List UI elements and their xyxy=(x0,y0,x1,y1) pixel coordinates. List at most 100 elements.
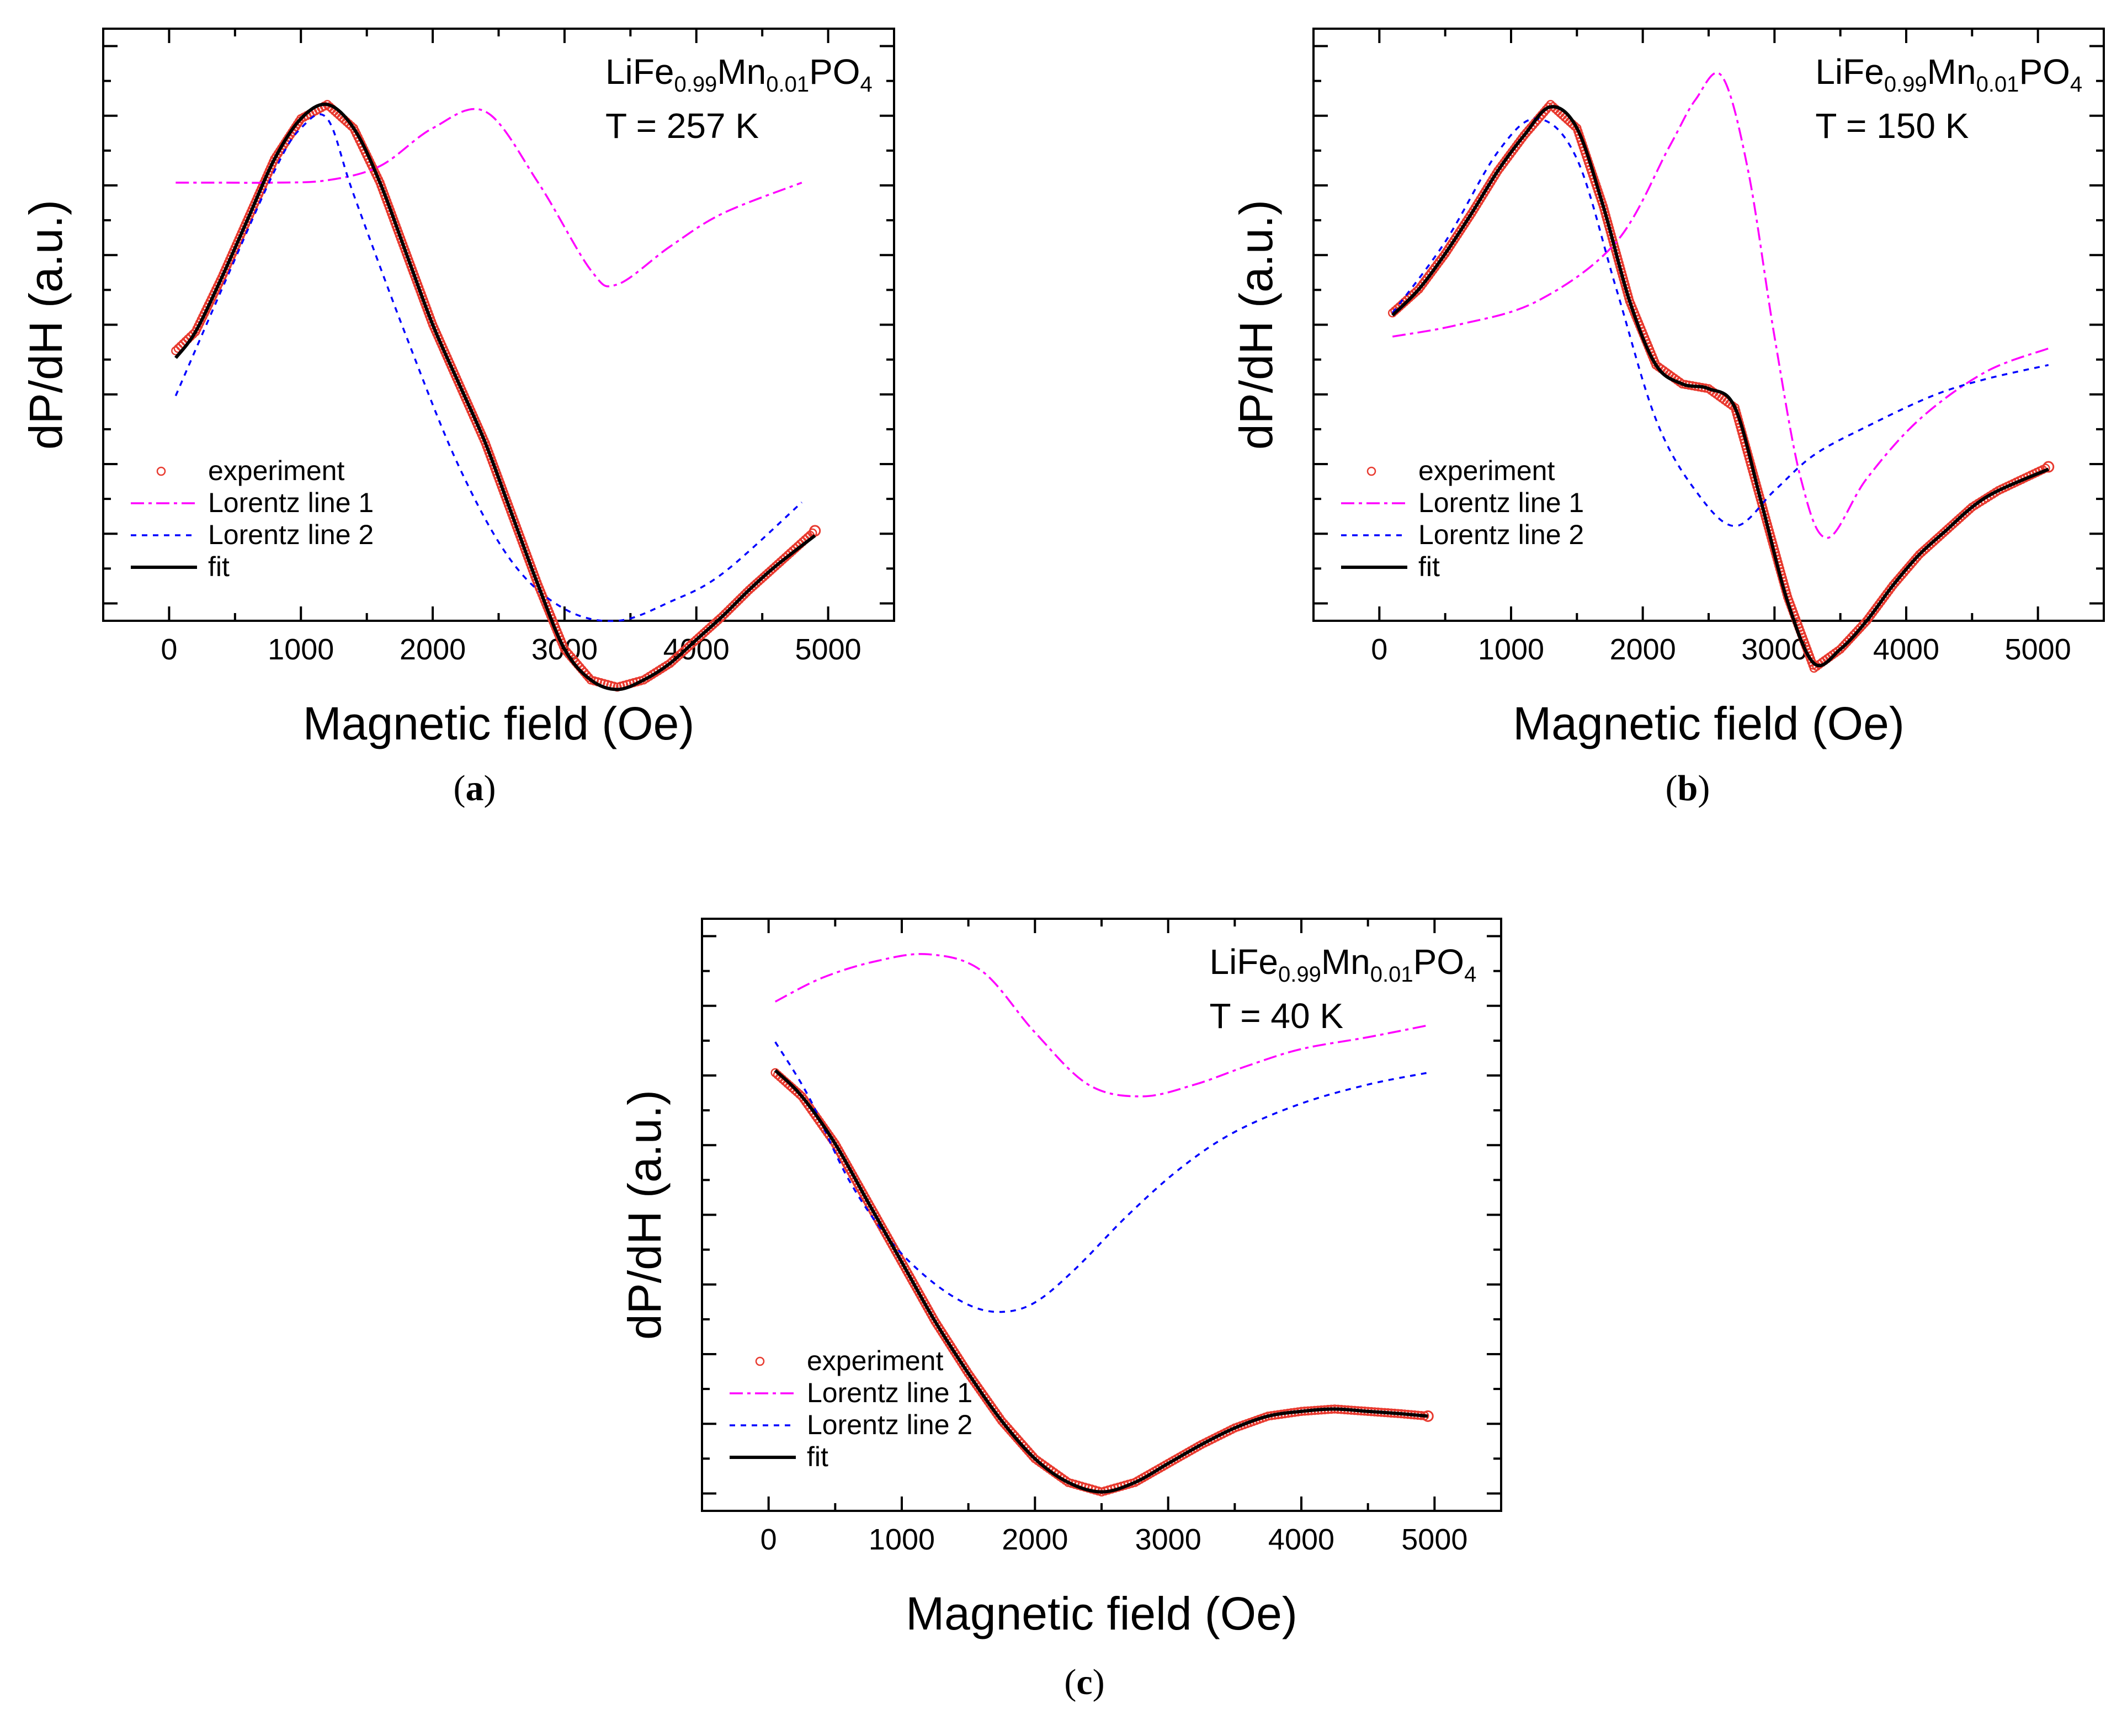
experiment-point xyxy=(770,562,780,571)
formula-part: PO xyxy=(1413,942,1464,982)
experiment-point xyxy=(1903,562,1913,572)
experiment-point xyxy=(1910,555,1920,565)
formula-subscript: 4 xyxy=(860,72,873,97)
series-lorentz-line-2 xyxy=(774,1041,1428,1313)
experiment-point xyxy=(722,606,732,616)
experiment-point xyxy=(1019,1441,1029,1451)
legend-label: Lorentz line 1 xyxy=(807,1377,972,1408)
experiment-point xyxy=(1892,576,1902,585)
caption-paren: ) xyxy=(1093,1662,1105,1702)
experiment-point xyxy=(1003,1424,1013,1433)
y-axis-title: dP/dH (a.u.) xyxy=(20,200,72,450)
experiment-point xyxy=(715,614,725,623)
sample-formula: LiFe0.99Mn0.01PO4 xyxy=(605,52,873,97)
x-tick-label: 0 xyxy=(1371,633,1387,666)
x-tick-label: 1000 xyxy=(1478,633,1544,666)
y-axis-title: dP/dH (a.u.) xyxy=(1230,200,1282,450)
legend-label: experiment xyxy=(1418,455,1555,486)
legend-label: fit xyxy=(208,551,230,582)
series-experiment xyxy=(171,100,821,692)
chart-panel-c: 0 1000 2000 3000 4000 5000 Magnetic field (Oe)… xyxy=(619,918,1502,1639)
legend-marker-experiment xyxy=(755,1356,765,1366)
formula-part: Mn xyxy=(1321,942,1370,982)
x-tick-label: 4000 xyxy=(1873,633,1939,666)
formula-subscript: 0.01 xyxy=(766,72,809,97)
experiment-point xyxy=(560,645,570,654)
x-tick-label: 5000 xyxy=(1401,1523,1467,1556)
experiment-point xyxy=(1897,570,1907,580)
legend-label: fit xyxy=(807,1441,828,1472)
legend-label: Lorentz line 1 xyxy=(1418,487,1584,518)
x-tick-label: 0 xyxy=(760,1523,777,1556)
formula-subscript: 0.99 xyxy=(1884,72,1927,97)
caption-letter: b xyxy=(1678,768,1698,808)
legend-label: fit xyxy=(1418,551,1440,582)
series-lorentz-line-2 xyxy=(1391,118,2049,528)
formula-part: LiFe xyxy=(1209,942,1278,982)
series-lorentz-line-1 xyxy=(774,953,1428,1098)
caption-letter: c xyxy=(1076,1662,1092,1702)
formula-subscript: 0.99 xyxy=(674,72,717,97)
experiment-point xyxy=(1008,1429,1018,1439)
experiment-point xyxy=(778,555,788,565)
experiment-point xyxy=(718,611,727,621)
legend-marker-experiment xyxy=(156,466,166,476)
experiment-point xyxy=(1524,125,1534,135)
series-fit xyxy=(774,1069,1428,1494)
series-fit xyxy=(1391,105,2049,668)
experiment-point xyxy=(775,557,785,567)
legend-label: experiment xyxy=(208,455,344,486)
sample-formula: LiFe0.99Mn0.01PO4 xyxy=(1209,942,1476,987)
x-axis-title: Magnetic field (Oe) xyxy=(906,1588,1297,1639)
formula-subscript: 4 xyxy=(1464,962,1476,987)
x-tick-label: 0 xyxy=(161,633,177,666)
experiment-point xyxy=(737,592,747,602)
legend-label: Lorentz line 2 xyxy=(208,519,374,550)
x-tick-label: 2000 xyxy=(1610,633,1676,666)
experiment-point xyxy=(171,346,180,355)
series-lorentz-line-1 xyxy=(1392,72,2049,539)
panel-caption: (a) xyxy=(454,768,496,808)
experiment-point xyxy=(727,601,737,611)
x-axis-title: Magnetic field (Oe) xyxy=(1513,697,1905,749)
formula-part: LiFe xyxy=(1815,52,1884,92)
caption-letter: a xyxy=(466,768,484,808)
experiment-point xyxy=(742,588,752,597)
y-axis-title: dP/dH (a.u.) xyxy=(619,1090,671,1340)
experiment-point xyxy=(1912,552,1922,562)
x-tick-label: 4000 xyxy=(1268,1523,1334,1556)
formula-part: LiFe xyxy=(605,52,674,92)
experiment-point xyxy=(1901,565,1911,574)
formula-subscript: 0.01 xyxy=(1976,72,2019,97)
experiment-point xyxy=(725,604,735,614)
experiment-point xyxy=(2043,461,2055,473)
experiment-point xyxy=(1021,1444,1031,1453)
experiment-point xyxy=(1006,1426,1015,1436)
chart-panel-b: 0 1000 2000 3000 4000 5000 Magnetic field (Oe)… xyxy=(1230,28,2105,749)
caption-paren: ) xyxy=(484,768,496,808)
experiment-point xyxy=(1010,1431,1020,1441)
x-tick-label: 1000 xyxy=(869,1523,935,1556)
experiment-point xyxy=(1908,557,1918,567)
panel-caption: (b) xyxy=(1666,768,1710,808)
experiment-point xyxy=(997,1416,1007,1426)
caption-paren: ( xyxy=(454,768,466,808)
experiment-point xyxy=(1899,568,1909,577)
experiment-point xyxy=(720,609,730,619)
experiment-point xyxy=(773,560,783,569)
x-tick-label: 3000 xyxy=(1135,1523,1201,1556)
formula-subscript: 0.01 xyxy=(1370,962,1413,987)
experiment-point xyxy=(1024,1446,1033,1456)
experiment-point xyxy=(1001,1421,1011,1431)
series-lorentz-line-1 xyxy=(175,108,802,287)
experiment-point xyxy=(1906,560,1916,569)
experiment-point xyxy=(1895,573,1905,582)
x-tick-label: 5000 xyxy=(2005,633,2071,666)
legend-marker-experiment xyxy=(1366,466,1376,476)
experiment-point xyxy=(1522,128,1531,137)
experiment-point xyxy=(1888,581,1898,590)
x-axis-title: Magnetic field (Oe) xyxy=(303,697,695,749)
legend-label: Lorentz line 2 xyxy=(1418,519,1584,550)
